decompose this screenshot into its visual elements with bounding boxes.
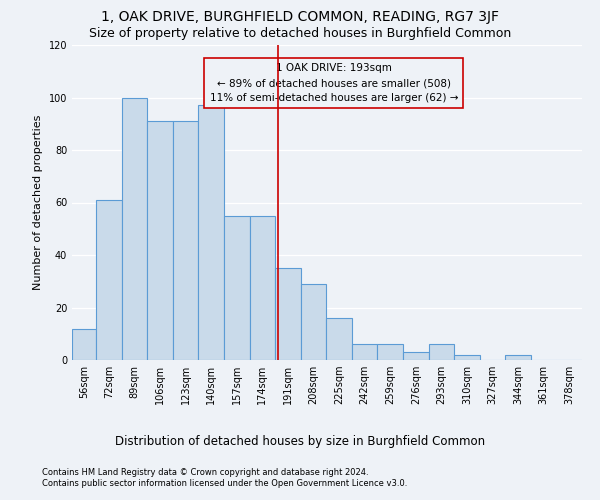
Text: Contains HM Land Registry data © Crown copyright and database right 2024.
Contai: Contains HM Land Registry data © Crown c…: [42, 468, 407, 487]
Bar: [352, 344, 377, 360]
Bar: [147, 121, 173, 360]
Bar: [199, 106, 224, 360]
Text: Size of property relative to detached houses in Burghfield Common: Size of property relative to detached ho…: [89, 28, 511, 40]
Bar: [250, 216, 275, 360]
Bar: [428, 344, 454, 360]
Bar: [454, 355, 479, 360]
Bar: [122, 98, 147, 360]
Bar: [72, 328, 96, 360]
Text: 1 OAK DRIVE: 193sqm
← 89% of detached houses are smaller (508)
11% of semi-detac: 1 OAK DRIVE: 193sqm ← 89% of detached ho…: [209, 64, 458, 103]
Bar: [326, 318, 352, 360]
Bar: [377, 344, 403, 360]
Bar: [505, 355, 531, 360]
Text: 1, OAK DRIVE, BURGHFIELD COMMON, READING, RG7 3JF: 1, OAK DRIVE, BURGHFIELD COMMON, READING…: [101, 10, 499, 24]
Bar: [224, 216, 250, 360]
Bar: [173, 121, 199, 360]
Bar: [403, 352, 428, 360]
Text: Distribution of detached houses by size in Burghfield Common: Distribution of detached houses by size …: [115, 435, 485, 448]
Bar: [301, 284, 326, 360]
Bar: [275, 268, 301, 360]
Bar: [96, 200, 122, 360]
Y-axis label: Number of detached properties: Number of detached properties: [33, 115, 43, 290]
